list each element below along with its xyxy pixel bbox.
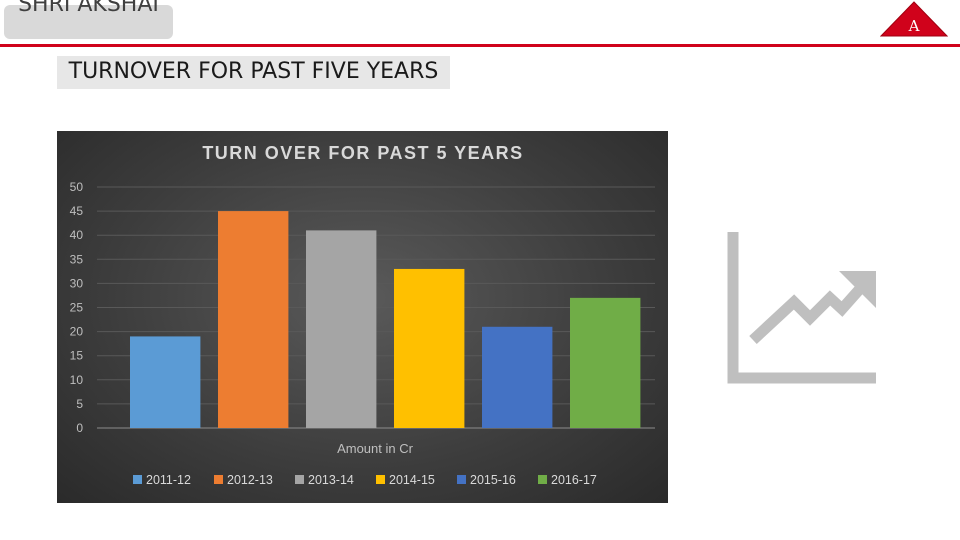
- bar: [218, 211, 289, 428]
- trend-up-chart-icon: [727, 232, 876, 384]
- brand-tab: [4, 5, 173, 39]
- legend-swatch: [133, 475, 142, 484]
- x-axis-label: Amount in Cr: [337, 441, 414, 456]
- y-tick-label: 5: [76, 397, 83, 411]
- y-tick-label: 50: [70, 180, 84, 194]
- legend-label: 2014-15: [389, 473, 435, 487]
- y-tick-label: 45: [70, 204, 84, 218]
- y-axis-ticks: 0 5 10 15 20 25 30 35 40 45 50: [70, 180, 84, 435]
- bar: [394, 268, 465, 428]
- legend-swatch: [457, 475, 466, 484]
- legend-swatch: [295, 475, 304, 484]
- bar-chart: TURN OVER FOR PAST 5 YEARS 0 5 10 15 20 25 30 3…: [70, 143, 655, 487]
- legend-label: 2013-14: [308, 473, 354, 487]
- bars: [130, 211, 641, 428]
- chart-title: TURN OVER FOR PAST 5 YEARS: [202, 143, 523, 163]
- bar: [130, 336, 201, 428]
- legend-swatch: [538, 475, 547, 484]
- slide-title: TURNOVER FOR PAST FIVE YEARS: [68, 59, 439, 84]
- y-tick-label: 20: [70, 325, 84, 339]
- y-tick-label: 10: [70, 373, 84, 387]
- y-tick-label: 35: [70, 252, 84, 266]
- triangle-logo-icon: A: [880, 1, 948, 37]
- y-tick-label: 40: [70, 228, 84, 242]
- legend: 2011-12 2012-13 2013-14 2014-15 2015-16 2016-…: [133, 473, 597, 487]
- bar: [482, 326, 553, 428]
- y-tick-label: 30: [70, 276, 84, 290]
- slide-title-background: [57, 56, 450, 89]
- chart-panel: TURN OVER FOR PAST 5 YEARS 0 5 10 15 20 25 30 3…: [57, 131, 668, 503]
- y-tick-label: 15: [70, 349, 84, 363]
- legend-label: 2016-17: [551, 473, 597, 487]
- bar: [570, 297, 641, 428]
- bar: [306, 230, 377, 428]
- header-divider: [0, 44, 960, 47]
- y-tick-label: 0: [76, 421, 83, 435]
- brand-text: SHRI AKSHAI: [18, 0, 159, 17]
- legend-label: 2011-12: [146, 473, 191, 487]
- legend-label: 2015-16: [470, 473, 516, 487]
- y-tick-label: 25: [70, 301, 84, 315]
- legend-label: 2012-13: [227, 473, 273, 487]
- logo-letter: A: [908, 17, 920, 35]
- legend-swatch: [214, 475, 223, 484]
- legend-swatch: [376, 475, 385, 484]
